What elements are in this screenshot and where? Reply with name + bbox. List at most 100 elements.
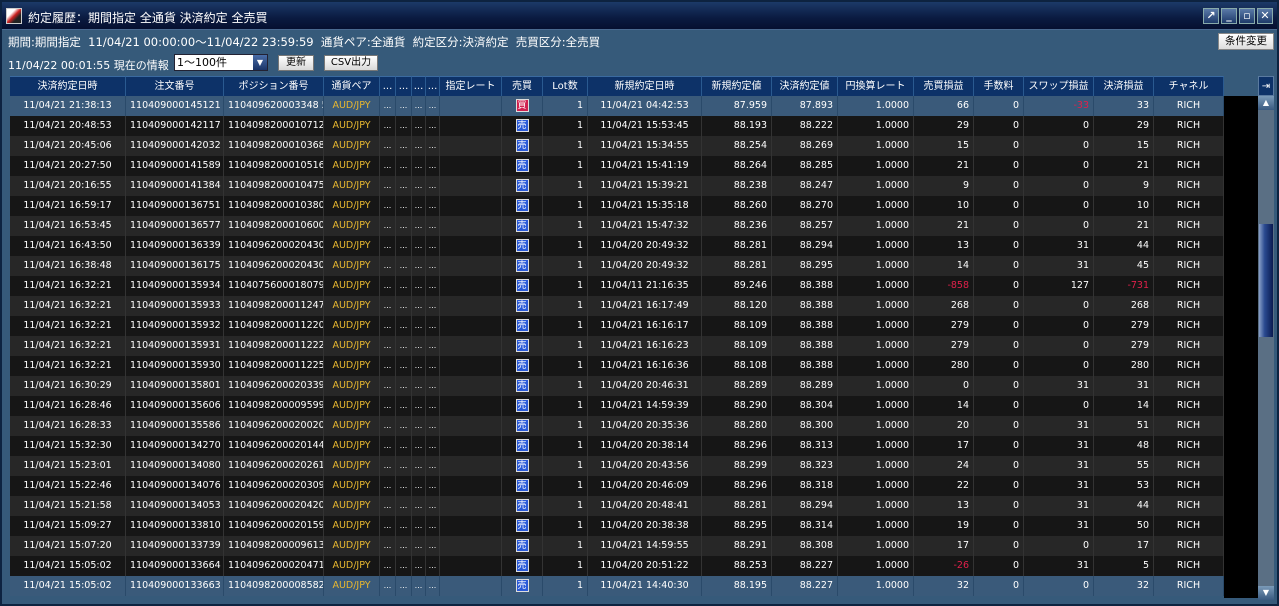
table-row[interactable]: 11/04/21 15:09:27 110409000133810 11040962… <box>10 516 1224 536</box>
cell-10: 1 <box>543 276 588 296</box>
cell-12: 88.254 <box>702 136 772 156</box>
table-row[interactable]: 11/04/21 16:43:50 110409000136339 11040962… <box>10 236 1224 256</box>
table-row[interactable]: 11/04/21 15:23:01 110409000134080 11040962… <box>10 456 1224 476</box>
hidden-cell: ... <box>412 396 426 416</box>
table-row[interactable]: 11/04/21 16:32:21 110409000135931 11040982… <box>10 336 1224 356</box>
sell-badge: 売 <box>515 239 529 252</box>
table-row[interactable]: 11/04/21 15:05:02 110409000133663 11040982… <box>10 576 1224 596</box>
table-row[interactable]: 11/04/21 16:38:48 110409000136175 11040962… <box>10 256 1224 276</box>
restore-icon[interactable]: ▫ <box>1239 8 1255 24</box>
cell-14: 1.0000 <box>838 196 914 216</box>
column-header[interactable]: スワップ損益 <box>1024 76 1094 96</box>
table-row[interactable]: 11/04/21 20:48:53 110409000142117 11040982… <box>10 116 1224 136</box>
title-bar[interactable]: 約定履歴：期間指定 全通貨 決済約定 全売買 ↗ _ ▫ ✕ <box>2 2 1277 30</box>
column-header[interactable]: ... <box>412 76 426 96</box>
cell-15: 279 <box>914 336 974 356</box>
cell-17: 0 <box>1024 396 1094 416</box>
cell-empty <box>440 256 502 276</box>
table-row[interactable]: 11/04/21 16:32:21 110409000135930 11040982… <box>10 356 1224 376</box>
cell-12: 88.296 <box>702 436 772 456</box>
change-conditions-button[interactable]: 条件変更 <box>1218 33 1274 50</box>
column-header[interactable]: 円換算レート <box>838 76 914 96</box>
column-header[interactable]: 決済損益 <box>1094 76 1154 96</box>
hidden-cell: ... <box>412 136 426 156</box>
column-header[interactable]: ... <box>380 76 396 96</box>
cell-17: 0 <box>1024 176 1094 196</box>
minimize-icon[interactable]: _ <box>1221 8 1237 24</box>
column-header[interactable]: 売買 <box>502 76 543 96</box>
cell-16: 0 <box>974 396 1024 416</box>
range-select[interactable]: 1～100件 ▼ <box>174 54 268 71</box>
hidden-cell: ... <box>426 136 440 156</box>
table-row[interactable]: 11/04/21 16:53:45 110409000136577 11040982… <box>10 216 1224 236</box>
hidden-cell: ... <box>412 256 426 276</box>
table-row[interactable]: 11/04/21 16:30:29 110409000135801 11040962… <box>10 376 1224 396</box>
hidden-cell: ... <box>396 256 412 276</box>
cell-13: 88.285 <box>772 156 838 176</box>
column-header[interactable]: チャネル <box>1154 76 1224 96</box>
close-icon[interactable]: ✕ <box>1257 8 1273 24</box>
column-header[interactable]: 決済約定日時 <box>10 76 126 96</box>
refresh-button[interactable]: 更新 <box>278 55 314 71</box>
table-row[interactable]: 11/04/21 15:07:20 110409000133739 11040982… <box>10 536 1224 556</box>
detach-icon[interactable]: ↗ <box>1203 8 1219 24</box>
column-header[interactable]: 指定レート <box>440 76 502 96</box>
hidden-cell: ... <box>396 456 412 476</box>
cell-18: 10 <box>1094 196 1154 216</box>
cell-empty <box>440 356 502 376</box>
cell-11: 11/04/21 16:16:23 <box>588 336 702 356</box>
table-row[interactable]: 11/04/21 15:32:30 110409000134270 11040962… <box>10 436 1224 456</box>
column-header[interactable]: 通貨ペア <box>324 76 380 96</box>
table-row[interactable]: 11/04/21 21:38:13 110409000145121 11040962… <box>10 96 1224 116</box>
cell-17: 31 <box>1024 456 1094 476</box>
hidden-cell: ... <box>380 516 396 536</box>
column-settings-icon[interactable]: ⇥ <box>1258 76 1274 96</box>
table-row[interactable]: 11/04/21 16:32:21 110409000135933 11040982… <box>10 296 1224 316</box>
vertical-scrollbar[interactable]: ▲ ▼ <box>1258 96 1274 600</box>
table-row[interactable]: 11/04/21 16:59:17 110409000136751 11040982… <box>10 196 1224 216</box>
table-row[interactable]: 11/04/21 15:05:02 110409000133664 11040962… <box>10 556 1224 576</box>
column-header[interactable]: Lot数 <box>543 76 588 96</box>
scrollbar-thumb[interactable] <box>1259 224 1273 337</box>
cell-11: 11/04/21 14:59:55 <box>588 536 702 556</box>
column-header[interactable]: 手数料 <box>974 76 1024 96</box>
cell-0: 11/04/21 16:32:21 <box>10 296 126 316</box>
column-header[interactable]: ... <box>396 76 412 96</box>
cell-14: 1.0000 <box>838 316 914 336</box>
cell-1: 110409000135586 <box>126 416 224 436</box>
hidden-cell: ... <box>412 116 426 136</box>
column-header[interactable]: ... <box>426 76 440 96</box>
chevron-down-icon[interactable]: ▼ <box>253 55 267 70</box>
cell-1: 110409000135931 <box>126 336 224 356</box>
column-header[interactable]: 新規約定日時 <box>588 76 702 96</box>
column-header[interactable]: 売買損益 <box>914 76 974 96</box>
cell-13: 88.257 <box>772 216 838 236</box>
cell-18: 5 <box>1094 556 1154 576</box>
cell-0: 11/04/21 16:38:48 <box>10 256 126 276</box>
table-row[interactable]: 11/04/21 20:27:50 110409000141589 11040982… <box>10 156 1224 176</box>
table-row[interactable]: 11/04/21 16:32:21 110409000135934 11040756… <box>10 276 1224 296</box>
scroll-down-icon[interactable]: ▼ <box>1258 586 1274 600</box>
column-header[interactable]: 新規約定値 <box>702 76 772 96</box>
cell-empty <box>440 156 502 176</box>
column-header[interactable]: 決済約定値 <box>772 76 838 96</box>
table-row[interactable]: 11/04/21 15:21:58 110409000134053 11040962… <box>10 496 1224 516</box>
column-header[interactable]: ポジション番号 <box>224 76 324 96</box>
table-row[interactable]: 11/04/21 16:32:21 110409000135932 11040982… <box>10 316 1224 336</box>
cell-14: 1.0000 <box>838 556 914 576</box>
table-row[interactable]: 11/04/21 16:28:33 110409000135586 11040962… <box>10 416 1224 436</box>
cell-15: 21 <box>914 156 974 176</box>
cell-19: RICH <box>1154 336 1224 356</box>
table-row[interactable]: 11/04/21 20:45:06 110409000142032 11040982… <box>10 136 1224 156</box>
scroll-up-icon[interactable]: ▲ <box>1258 96 1274 110</box>
table-row[interactable]: 11/04/21 15:22:46 110409000134076 11040962… <box>10 476 1224 496</box>
table-row[interactable]: 11/04/21 20:16:55 110409000141384 11040982… <box>10 176 1224 196</box>
cell-3: AUD/JPY <box>324 496 380 516</box>
column-header[interactable]: 注文番号 <box>126 76 224 96</box>
sell-badge: 売 <box>515 159 529 172</box>
cell-2: 1104098200011225 <box>224 356 324 376</box>
hidden-cell: ... <box>426 436 440 456</box>
table-row[interactable]: 11/04/21 16:28:46 110409000135606 11040982… <box>10 396 1224 416</box>
csv-export-button[interactable]: CSV出力 <box>324 55 378 71</box>
